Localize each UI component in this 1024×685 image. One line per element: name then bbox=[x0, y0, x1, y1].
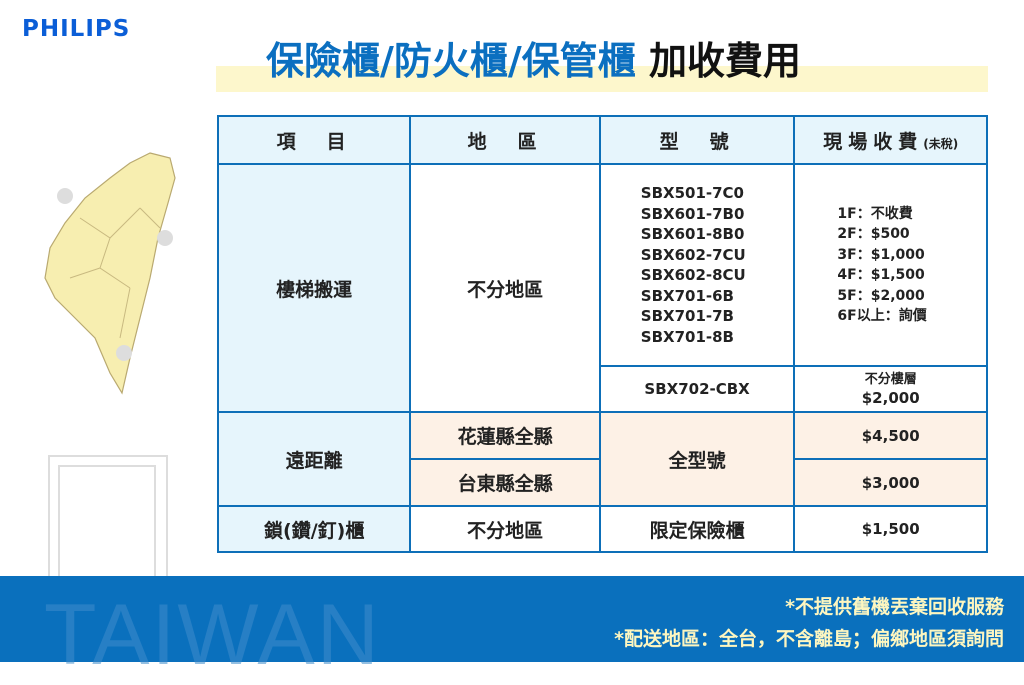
lock-region: 不分地區 bbox=[409, 505, 601, 553]
taiwan-map-icon bbox=[44, 152, 176, 395]
footer-note-2: *配送地區：全台，不含離島；偏鄉地區須詢問 bbox=[614, 628, 1004, 650]
stairs-models: SBX501-7C0 SBX601-7B0 SBX601-8B0 SBX602-7CU… bbox=[598, 163, 796, 367]
footer-watermark: TAIWAN bbox=[44, 587, 381, 683]
remote-fee-taitung: $3,000 bbox=[793, 458, 988, 507]
page-title: 保險櫃/防火櫃/保管櫃 加收費用 bbox=[266, 30, 801, 85]
header-fee: 現場收費(未稅) bbox=[793, 115, 988, 165]
decorative-plate bbox=[48, 455, 168, 580]
remote-region-hualien: 花蓮縣全縣 bbox=[409, 411, 601, 460]
header-region: 地 區 bbox=[409, 115, 601, 165]
model-line: SBX601-8B0 bbox=[640, 225, 745, 243]
header-fee-note: (未稅) bbox=[923, 136, 959, 151]
table-header-row: 項 目 地 區 型 號 現場收費(未稅) bbox=[216, 115, 988, 165]
model-line: SBX602-8CU bbox=[640, 266, 746, 284]
remote-model: 全型號 bbox=[598, 411, 796, 507]
table-row: SBX702-CBX 不分樓層 $2,000 bbox=[218, 365, 988, 413]
header-item: 項 目 bbox=[216, 115, 412, 165]
special-fee: 不分樓層 $2,000 bbox=[793, 365, 988, 413]
brand-logo: PHILIPS bbox=[22, 16, 131, 42]
remote-item: 遠距離 bbox=[216, 411, 412, 507]
model-line: SBX501-7C0 bbox=[640, 184, 744, 202]
fee-line: 1F：不收費 bbox=[837, 205, 913, 222]
model-line: SBX701-7B bbox=[640, 307, 734, 325]
model-line: SBX701-6B bbox=[640, 286, 734, 305]
stairs-item: 樓梯搬運 bbox=[216, 163, 412, 413]
header-model: 型 號 bbox=[598, 115, 796, 165]
fee-line: 4F：$1,500 bbox=[837, 267, 925, 283]
table-row: 台東縣全縣 $3,000 bbox=[218, 458, 988, 507]
table-row: 鎖(鑽/釘)櫃 不分地區 限定保險櫃 $1,500 bbox=[216, 505, 988, 553]
stairs-region: 不分地區 bbox=[409, 163, 601, 413]
stairs-fees: 1F：不收費 2F：$500 3F：$1,000 4F：$1,500 5F：$2,000… bbox=[793, 163, 988, 367]
model-line: SBX602-7CU bbox=[640, 245, 746, 264]
lock-item: 鎖(鑽/釘)櫃 bbox=[216, 505, 412, 553]
remote-fee-hualien: $4,500 bbox=[793, 411, 988, 460]
footer-banner: TAIWAN *不提供舊機丟棄回收服務 *配送地區：全台，不含離島；偏鄉地區須詢… bbox=[0, 576, 1024, 683]
lock-fee: $1,500 bbox=[793, 505, 988, 553]
footer-note-1: *不提供舊機丟棄回收服務 bbox=[785, 596, 1004, 618]
model-line: SBX601-7B0 bbox=[640, 204, 745, 223]
fee-line: 6F以上：詢價 bbox=[837, 308, 927, 324]
lock-model: 限定保險櫃 bbox=[598, 505, 796, 553]
special-fee-line2: $2,000 bbox=[861, 389, 920, 407]
fee-line: 5F：$2,000 bbox=[837, 287, 925, 304]
title-main: 保險櫃/防火櫃/保管櫃 bbox=[266, 39, 636, 83]
fee-line: 2F：$500 bbox=[837, 226, 910, 242]
table-row: 遠距離 花蓮縣全縣 全型號 $4,500 bbox=[216, 411, 988, 507]
special-fee-line1: 不分樓層 bbox=[864, 372, 917, 387]
fee-line: 3F：$1,000 bbox=[837, 246, 925, 263]
fee-table: 項 目 地 區 型 號 現場收費(未稅) 樓梯搬運 不分地區 SBX501-7C… bbox=[216, 115, 988, 553]
special-model: SBX702-CBX bbox=[598, 365, 796, 413]
title-highlight bbox=[216, 66, 988, 92]
model-line: SBX701-8B bbox=[640, 327, 734, 346]
remote-region-taitung: 台東縣全縣 bbox=[409, 458, 601, 507]
decorative-plate-inner bbox=[58, 465, 156, 580]
header-fee-label: 現場收費 bbox=[823, 130, 924, 153]
title-suffix: 加收費用 bbox=[649, 39, 802, 83]
table-row: 樓梯搬運 不分地區 SBX501-7C0 SBX601-7B0 SBX601-8B0… bbox=[216, 163, 988, 413]
